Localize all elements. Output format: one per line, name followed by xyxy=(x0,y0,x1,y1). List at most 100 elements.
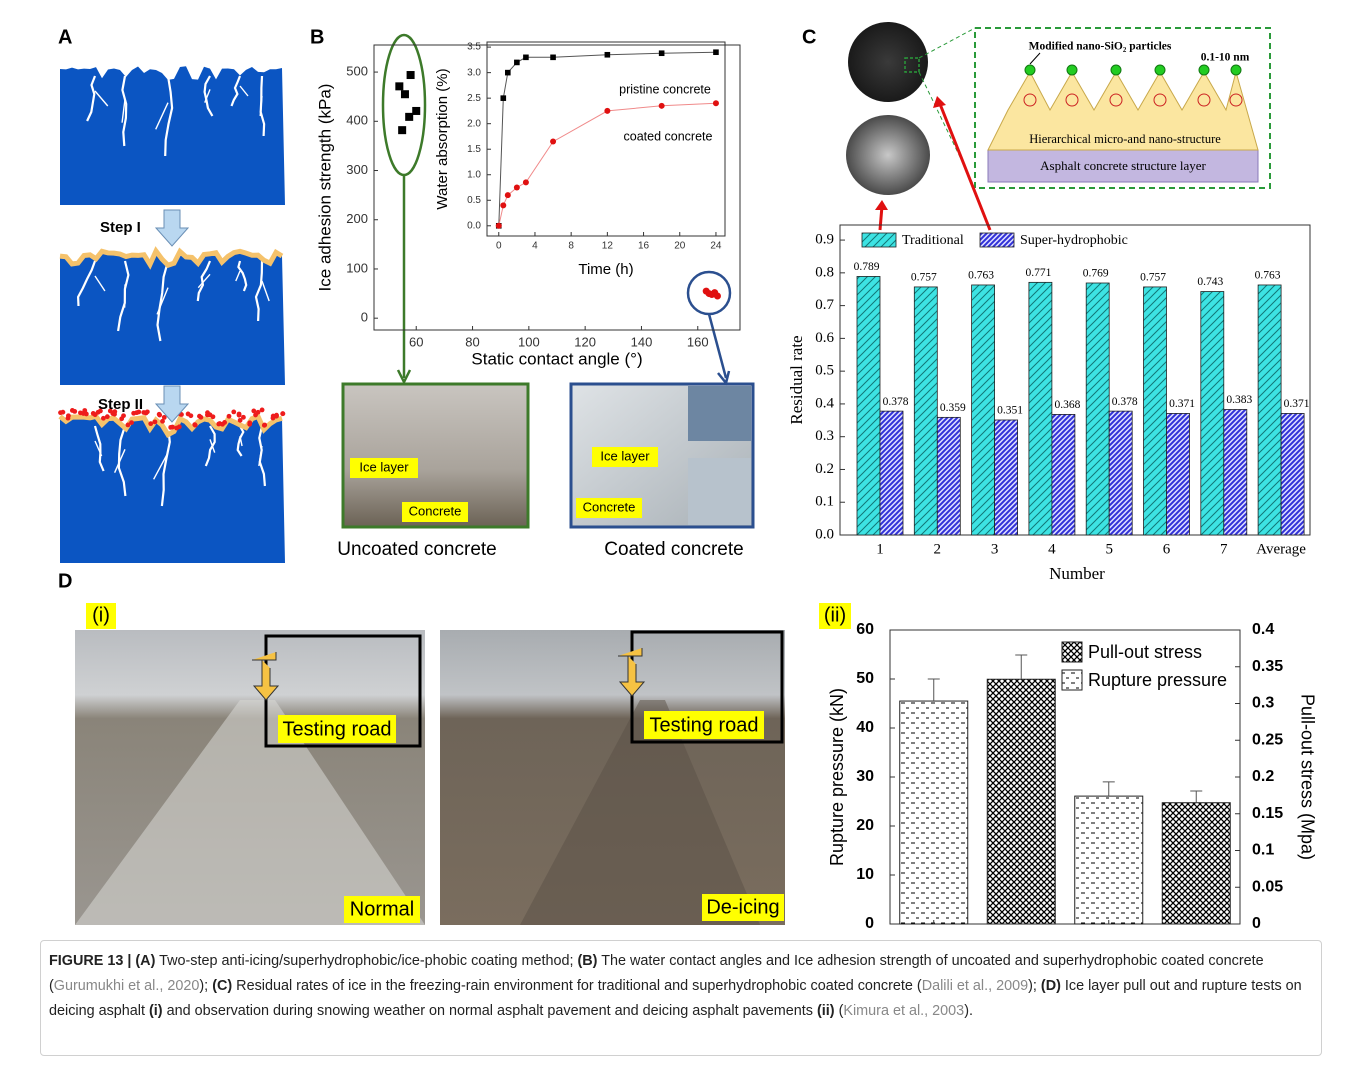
x-tick-label: 8 xyxy=(568,241,574,252)
sub-label: (ii) xyxy=(824,604,846,626)
bar xyxy=(937,417,960,535)
caption-text: (C) xyxy=(212,978,232,994)
step-label: Step I xyxy=(100,219,141,236)
citation-link[interactable]: Dalili et al., 2009 xyxy=(922,978,1028,994)
y2-tick-label: 0 xyxy=(1252,915,1261,932)
photo-inset xyxy=(688,458,751,525)
x-axis-label: Static contact angle (°) xyxy=(471,349,642,368)
error-bar xyxy=(928,679,940,701)
point xyxy=(706,290,713,297)
y2-tick-label: 0.1 xyxy=(1252,842,1274,859)
particle xyxy=(197,414,202,419)
y-tick-label: 300 xyxy=(346,162,368,177)
particle xyxy=(231,409,236,414)
point xyxy=(405,113,413,121)
particle xyxy=(238,418,243,423)
value-label: 0.757 xyxy=(1140,272,1166,284)
particle xyxy=(274,414,279,419)
photo-label: Concrete xyxy=(583,499,636,514)
y-tick-label: 30 xyxy=(856,768,874,785)
particle xyxy=(129,420,134,425)
x-tick-label: 2 xyxy=(934,541,942,557)
caption-text: ). xyxy=(964,1003,973,1019)
legend-swatch xyxy=(980,233,1014,247)
point xyxy=(514,60,520,66)
y-tick-label: 0.4 xyxy=(815,395,834,411)
photo-label: De-icing xyxy=(706,896,779,918)
point xyxy=(395,82,403,90)
y-tick-label: 0.1 xyxy=(815,494,834,510)
point xyxy=(659,50,665,56)
error-bar xyxy=(1190,791,1202,803)
photo-label: Ice layer xyxy=(359,459,409,474)
caption-text: ); xyxy=(1028,978,1041,994)
panel-a xyxy=(58,66,285,563)
x-tick-label: 4 xyxy=(1048,541,1056,557)
point xyxy=(523,179,529,185)
value-label: 0.371 xyxy=(1284,398,1310,410)
y-tick-label: 1.0 xyxy=(467,169,481,180)
legend-swatch xyxy=(862,233,896,247)
value-label: 0.743 xyxy=(1197,276,1223,288)
y-tick-label: 100 xyxy=(346,260,368,275)
x-tick-label: 160 xyxy=(687,334,709,349)
bar xyxy=(1258,285,1281,535)
arrow xyxy=(709,314,726,378)
value-label: 0.378 xyxy=(883,396,909,408)
particle xyxy=(82,408,87,413)
bar xyxy=(1201,292,1224,535)
y-tick-label: 0.5 xyxy=(815,363,834,379)
x-tick-label: 0 xyxy=(496,241,502,252)
figure-caption: FIGURE 13 | (A) Two-step anti-icing/supe… xyxy=(40,940,1322,1056)
y2-tick-label: 0.15 xyxy=(1252,805,1283,822)
x-tick-label: 6 xyxy=(1163,541,1171,557)
particle xyxy=(78,410,83,415)
bar xyxy=(1075,796,1143,924)
particle xyxy=(256,410,261,415)
citation-link[interactable]: Kimura et al., 2003 xyxy=(843,1003,964,1019)
value-label: 0.351 xyxy=(997,405,1023,417)
x-tick-label: 100 xyxy=(518,334,540,349)
error-bar xyxy=(1103,782,1115,796)
particle xyxy=(177,424,182,429)
page: { "panel_labels": ["A", "B", "C", "D"], … xyxy=(0,0,1354,1070)
particle xyxy=(105,414,110,419)
value-label: 0.368 xyxy=(1054,399,1080,411)
particle xyxy=(227,414,232,419)
caption-text: ); xyxy=(199,978,212,994)
figure: A B C D Step I Step II Ice layer Concret… xyxy=(0,0,1354,938)
bar xyxy=(1281,413,1304,535)
citation-link[interactable]: Gurumukhi et al., 2020 xyxy=(54,978,200,994)
point xyxy=(398,126,406,134)
particle xyxy=(192,422,197,427)
y-tick-label: 0.0 xyxy=(815,526,834,542)
value-label: 0.757 xyxy=(911,272,937,284)
photo-label: Normal xyxy=(350,898,414,920)
diagram-label: Hierarchical micro-and nano-structure xyxy=(1029,132,1221,146)
bar xyxy=(1144,287,1167,535)
x-tick-label: 120 xyxy=(574,334,596,349)
particle xyxy=(66,416,71,421)
substrate xyxy=(60,66,285,205)
particle xyxy=(222,420,227,425)
y-tick-label: 60 xyxy=(856,621,874,638)
point xyxy=(713,100,719,106)
point xyxy=(496,223,502,229)
highlight xyxy=(383,35,425,175)
step-arrow xyxy=(156,210,188,246)
y2-tick-label: 0.35 xyxy=(1252,658,1283,675)
x-tick-label: 60 xyxy=(409,334,423,349)
y-tick-label: 0.8 xyxy=(815,264,834,280)
legend-label: Pull-out stress xyxy=(1088,642,1202,662)
photo-label: Concrete xyxy=(409,503,462,518)
particle xyxy=(61,410,66,415)
step-label: Step II xyxy=(98,396,143,413)
diagram-label: 0.1-10 nm xyxy=(1201,52,1250,64)
panel-label: D xyxy=(58,570,72,592)
point xyxy=(659,103,665,109)
y-axis-label: Residual rate xyxy=(787,335,806,424)
panel-label: C xyxy=(802,26,816,48)
zoom-line xyxy=(919,28,975,58)
bar xyxy=(1029,282,1052,535)
bar xyxy=(995,420,1018,535)
